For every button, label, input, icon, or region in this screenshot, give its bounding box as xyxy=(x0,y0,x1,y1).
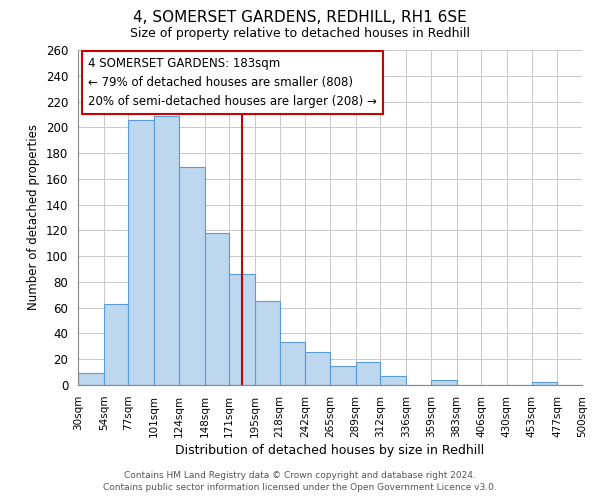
Bar xyxy=(255,301,280,385)
Y-axis label: Number of detached properties: Number of detached properties xyxy=(28,124,40,310)
Text: Size of property relative to detached houses in Redhill: Size of property relative to detached ho… xyxy=(130,28,470,40)
Bar xyxy=(356,362,380,385)
Bar xyxy=(205,233,229,385)
Bar xyxy=(128,120,154,385)
Bar xyxy=(104,304,128,385)
Bar xyxy=(330,366,356,385)
Text: 4 SOMERSET GARDENS: 183sqm
← 79% of detached houses are smaller (808)
20% of sem: 4 SOMERSET GARDENS: 183sqm ← 79% of deta… xyxy=(88,56,377,108)
Bar xyxy=(78,374,104,385)
Bar xyxy=(532,382,557,385)
Bar xyxy=(280,342,305,385)
Bar xyxy=(229,274,255,385)
Text: 4, SOMERSET GARDENS, REDHILL, RH1 6SE: 4, SOMERSET GARDENS, REDHILL, RH1 6SE xyxy=(133,10,467,25)
Bar xyxy=(179,167,205,385)
X-axis label: Distribution of detached houses by size in Redhill: Distribution of detached houses by size … xyxy=(175,444,485,457)
Bar xyxy=(431,380,457,385)
Bar xyxy=(380,376,406,385)
Bar xyxy=(305,352,330,385)
Text: Contains HM Land Registry data © Crown copyright and database right 2024.
Contai: Contains HM Land Registry data © Crown c… xyxy=(103,471,497,492)
Bar xyxy=(154,116,179,385)
